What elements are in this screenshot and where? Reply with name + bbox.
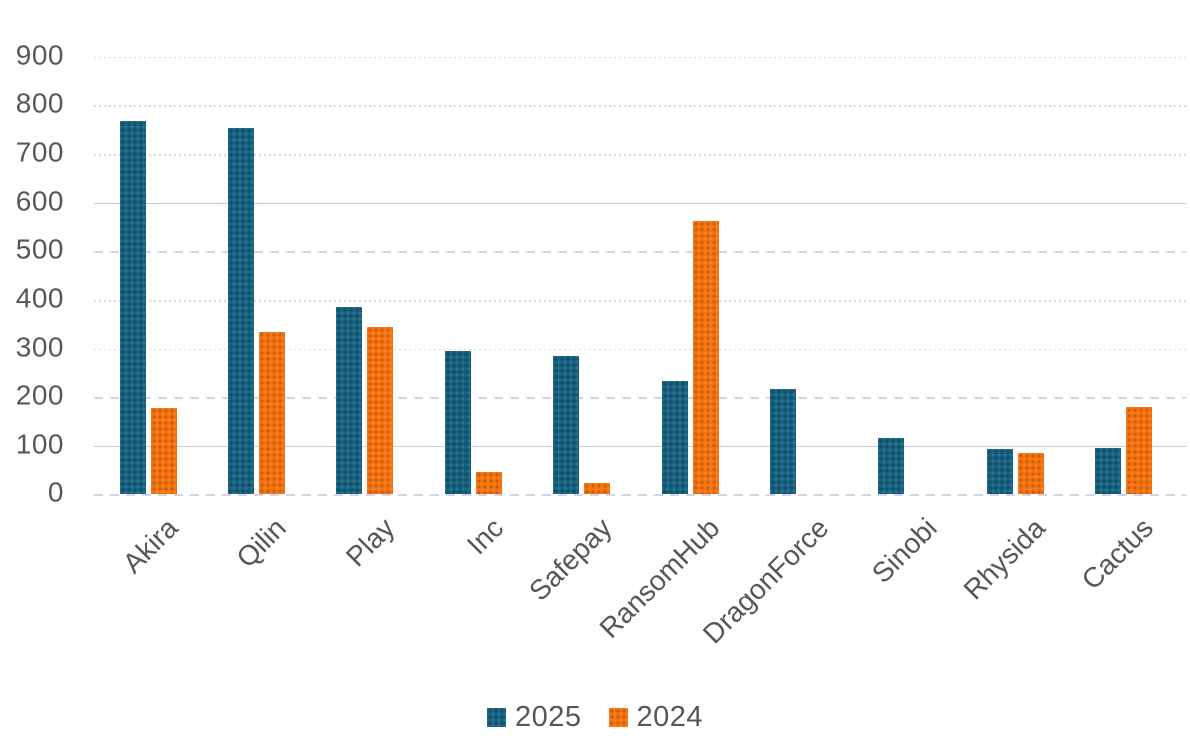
y-axis-tick-label-200: 200 <box>15 379 64 411</box>
bar-2024-rhysida <box>1017 452 1044 495</box>
bar-2024-safepay <box>584 483 611 495</box>
bar-2025-dragonforce <box>769 389 796 495</box>
gridline-600 <box>94 202 1186 205</box>
x-axis-label-qilin: Qilin <box>230 512 293 574</box>
bar-2025-akira <box>119 120 146 495</box>
gridline-800 <box>94 105 1186 108</box>
y-axis-tick-label-300: 300 <box>15 331 64 363</box>
y-axis-tick-label-400: 400 <box>15 282 64 314</box>
bar-2025-sinobi <box>878 437 905 495</box>
bar-2025-ransomhub <box>661 380 688 495</box>
x-axis-label-sinobi: Sinobi <box>865 512 943 589</box>
gridline-0 <box>94 494 1186 496</box>
y-axis-tick-label-100: 100 <box>15 428 64 460</box>
bar-2024-cactus <box>1126 406 1153 495</box>
x-axis-label-safepay: Safepay <box>522 512 618 607</box>
bar-2024-qilin <box>258 332 285 495</box>
y-axis-tick-label-700: 700 <box>15 136 64 168</box>
gridline-400 <box>94 299 1186 302</box>
y-axis-tick-label-600: 600 <box>15 185 64 217</box>
gridline-200 <box>94 397 1186 399</box>
y-axis-tick-label-900: 900 <box>15 39 64 71</box>
legend-swatch-2024 <box>608 708 628 727</box>
y-axis-tick-label-0: 0 <box>47 477 64 509</box>
legend-label-2024: 2024 <box>636 701 704 733</box>
legend-item-2025: 2025 <box>486 701 582 734</box>
x-axis-label-inc: Inc <box>460 512 510 561</box>
y-axis-tick-label-500: 500 <box>15 234 64 266</box>
x-axis-label-akira: Akira <box>116 512 184 580</box>
bar-2025-rhysida <box>986 448 1013 495</box>
bar-2025-safepay <box>553 356 580 495</box>
legend-label-2025: 2025 <box>514 701 582 733</box>
bar-2024-inc <box>475 471 502 495</box>
bar-2024-ransomhub <box>692 221 719 495</box>
gridline-900 <box>94 56 1186 59</box>
y-axis-tick-label-800: 800 <box>15 88 64 120</box>
legend-swatch-2025 <box>486 708 506 727</box>
bar-2024-akira <box>150 407 177 495</box>
x-axis-label-play: Play <box>340 512 401 573</box>
bar-2025-inc <box>444 351 471 495</box>
gridline-100 <box>94 445 1186 448</box>
x-axis-label-cactus: Cactus <box>1075 512 1160 596</box>
bar-2025-cactus <box>1095 448 1122 495</box>
gridline-700 <box>94 154 1186 156</box>
x-axis-label-rhysida: Rhysida <box>957 512 1052 606</box>
legend-item-2024: 2024 <box>608 701 704 734</box>
bar-2025-qilin <box>227 128 254 495</box>
bar-2024-play <box>367 326 394 495</box>
gridline-500 <box>94 251 1186 253</box>
bar-2025-play <box>336 306 363 495</box>
legend: 2025 2024 <box>0 701 1190 734</box>
gridline-300 <box>94 348 1186 351</box>
